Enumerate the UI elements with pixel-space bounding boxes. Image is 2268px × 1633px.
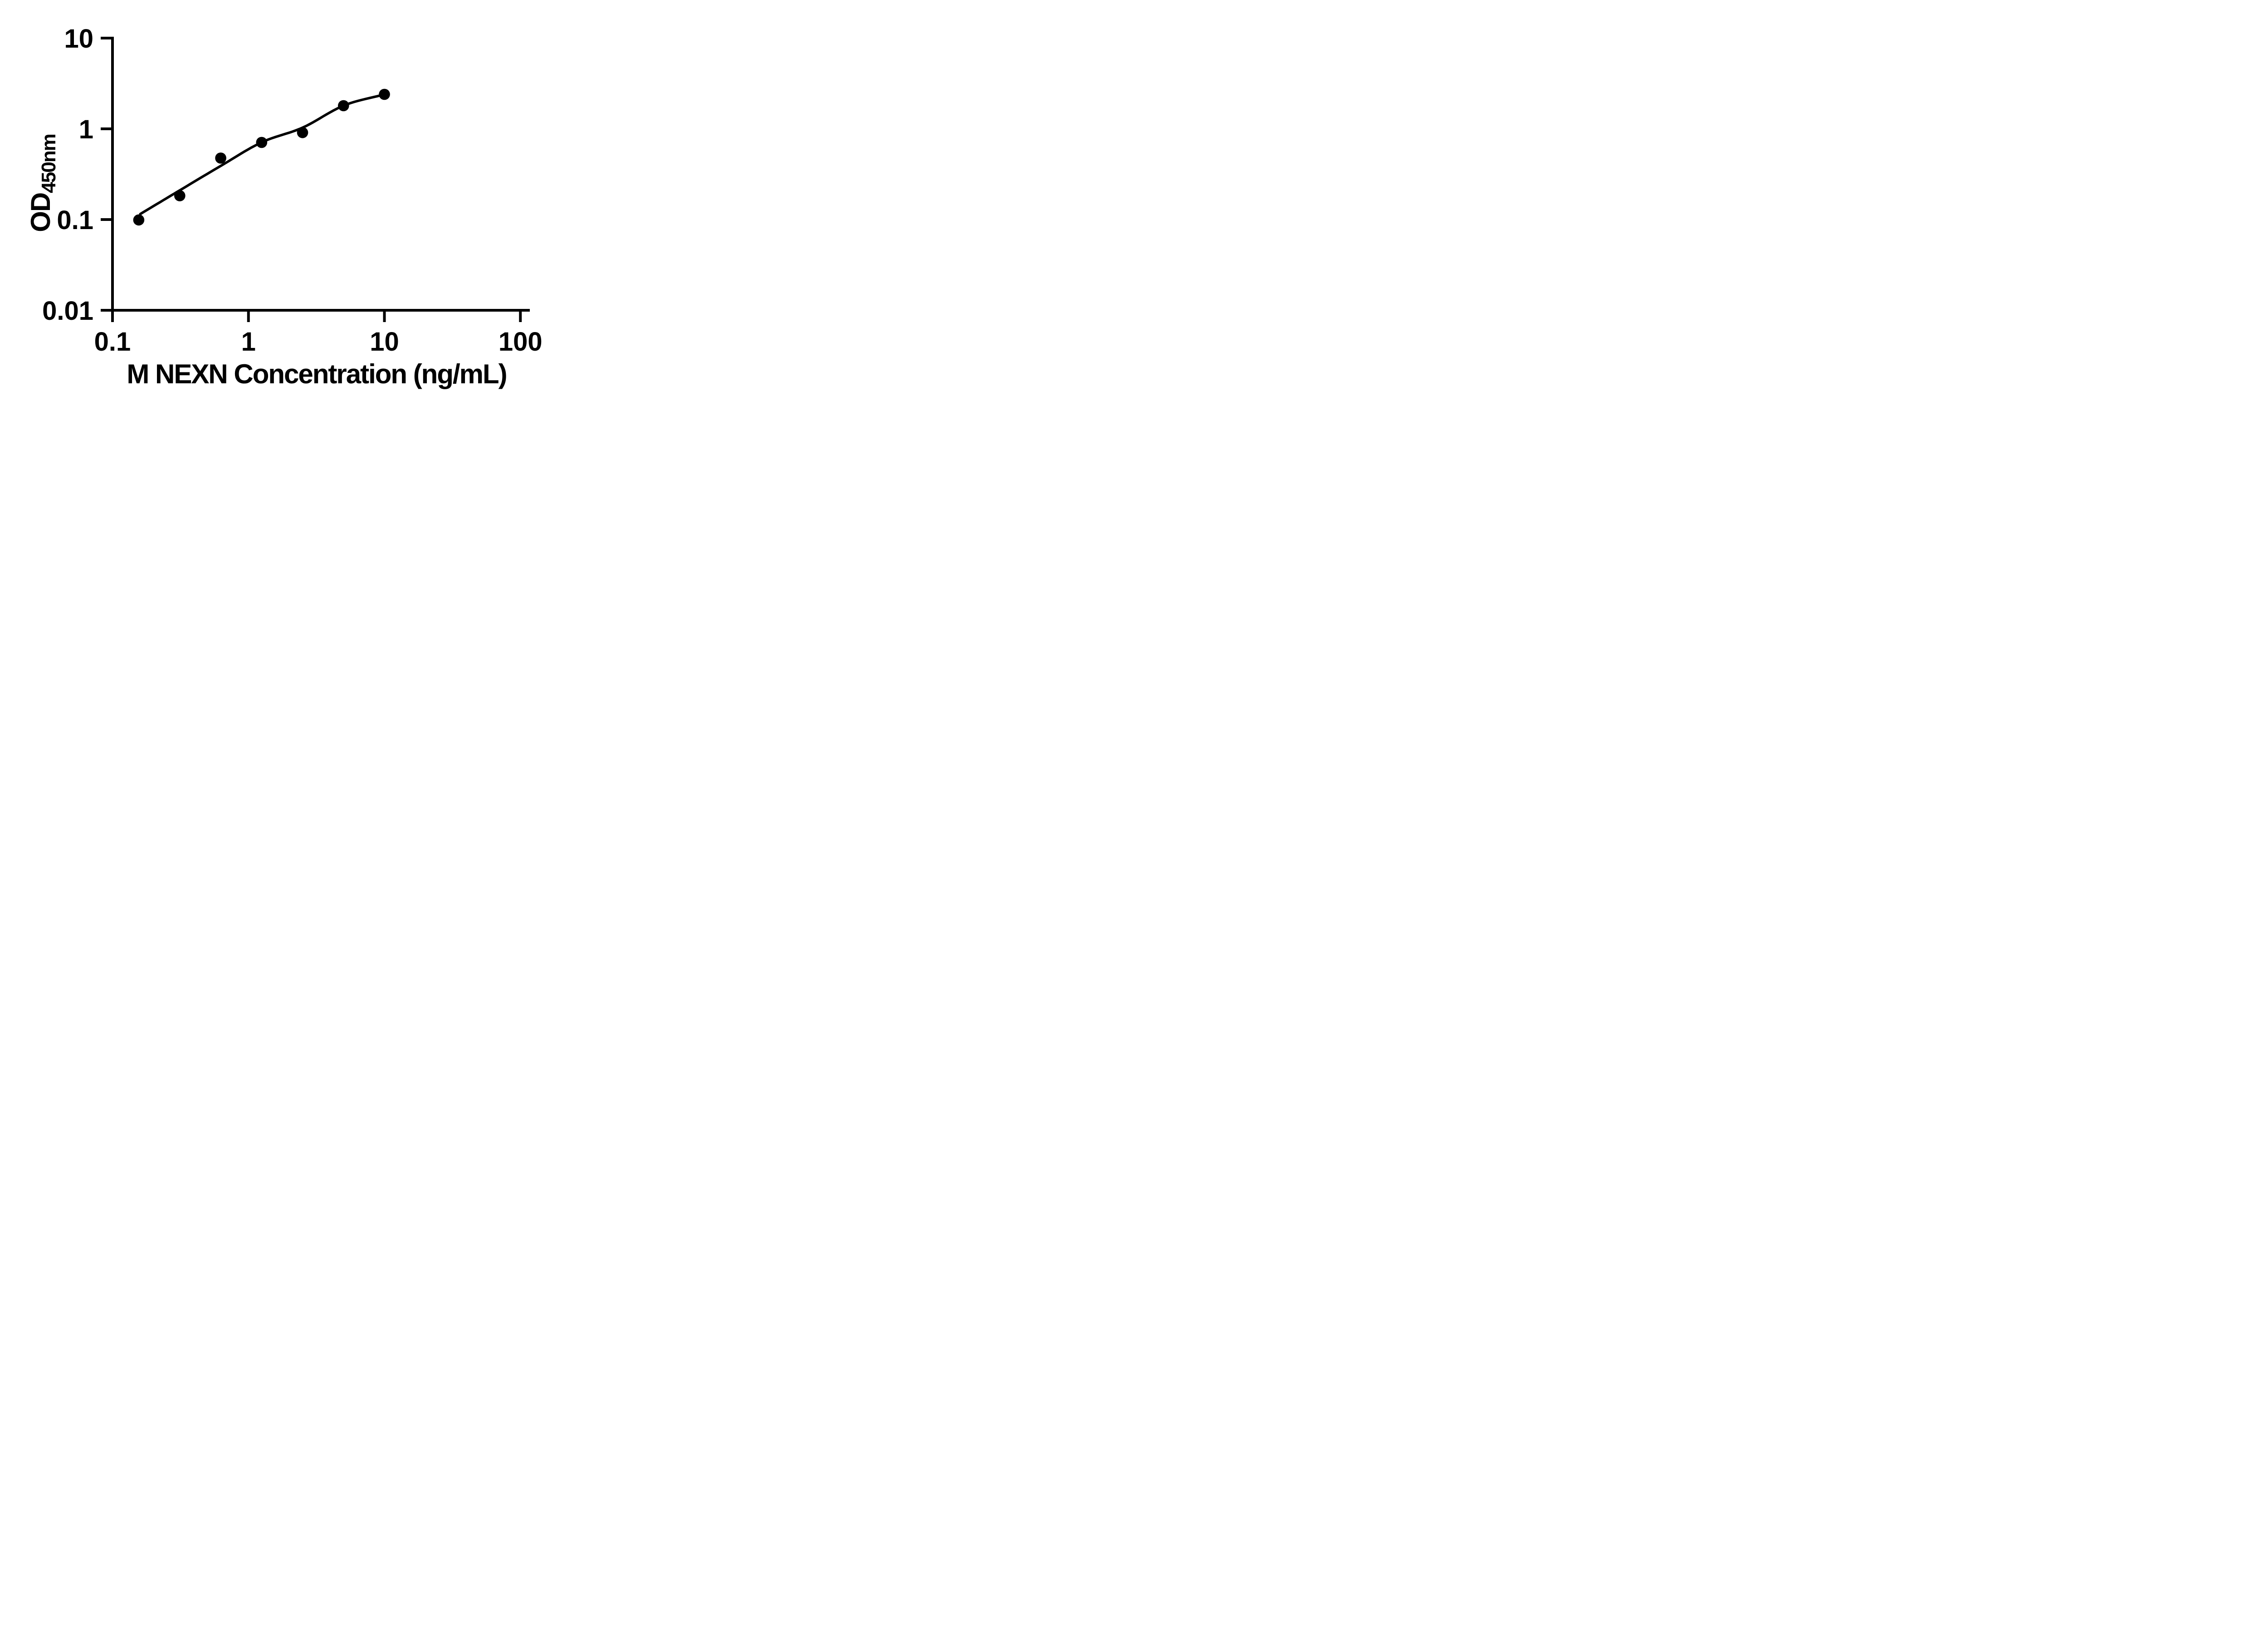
data-point — [174, 190, 186, 201]
y-axis-title-sub: 450nm — [38, 134, 60, 193]
y-tick-label: 0.1 — [57, 205, 93, 235]
y-tick-label: 1 — [79, 115, 93, 144]
data-point — [133, 214, 145, 226]
x-axis-title: M NEXN Concentration (ng/mL) — [127, 359, 506, 389]
y-tick-label: 10 — [64, 24, 93, 54]
y-axis-title-main: OD — [25, 193, 56, 232]
x-tick-label: 10 — [370, 327, 399, 357]
data-point — [379, 88, 390, 100]
data-point — [215, 152, 226, 164]
x-tick-label: 100 — [499, 327, 543, 357]
data-point — [256, 137, 268, 148]
data-point — [297, 127, 308, 138]
plot-layer — [133, 88, 390, 226]
x-tick-label: 1 — [241, 327, 256, 357]
y-axis-title: OD450nm — [25, 134, 60, 232]
data-point — [338, 100, 349, 112]
elisa-standard-curve-figure: M NEXN Concentration (ng/mL) OD450nm 10 1… — [0, 0, 583, 408]
x-tick-label: 0.1 — [94, 327, 131, 357]
elisa-standard-curve-chart: M NEXN Concentration (ng/mL) OD450nm 10 1… — [25, 24, 543, 389]
y-tick-label: 0.01 — [42, 296, 93, 326]
